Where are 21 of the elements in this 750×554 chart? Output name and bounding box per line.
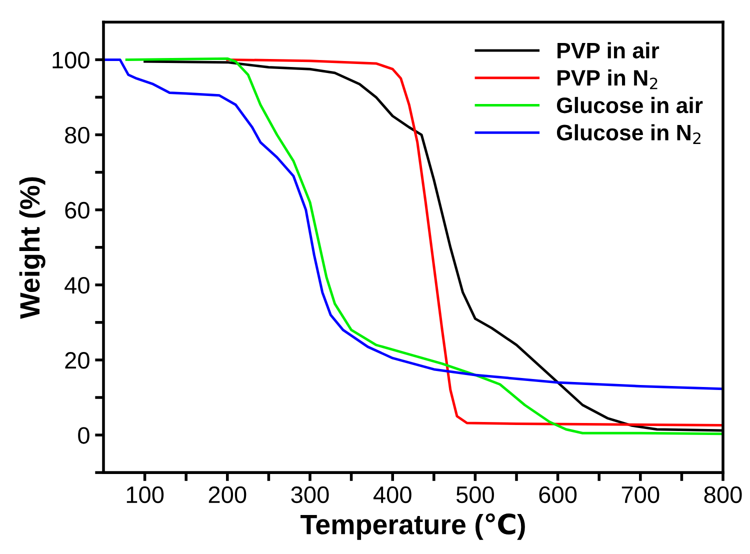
x-tick-label: 700	[622, 486, 660, 504]
y-tick-label: 40	[64, 276, 90, 294]
y-tick-label: 20	[65, 352, 90, 369]
line-series	[226, 58, 723, 427]
x-tick-label: 600	[539, 486, 577, 504]
x-tick-label: 200	[208, 486, 246, 504]
x-axis-title: Temperature (℃)	[300, 513, 525, 540]
y-tick-label: 80	[65, 126, 90, 144]
y-tick-label: 60	[65, 202, 90, 219]
y-axis-title: Weight (%)	[19, 177, 46, 319]
y-tick-label: 0	[78, 427, 90, 444]
x-tick-label: 500	[456, 486, 494, 504]
legend-label: PVP in air	[558, 42, 660, 58]
x-tick-label: 300	[291, 486, 329, 504]
y-tick-label: 100	[52, 52, 90, 68]
legend-label: Glucose in air	[556, 96, 703, 114]
legend-label: Glucose in N$_{2}$	[556, 124, 700, 144]
legend-label: PVP in N$_{2}$	[558, 69, 658, 90]
x-tick-label: 400	[373, 486, 412, 504]
x-tick-label: 100	[126, 486, 164, 504]
x-tick-label: 800	[704, 486, 742, 504]
